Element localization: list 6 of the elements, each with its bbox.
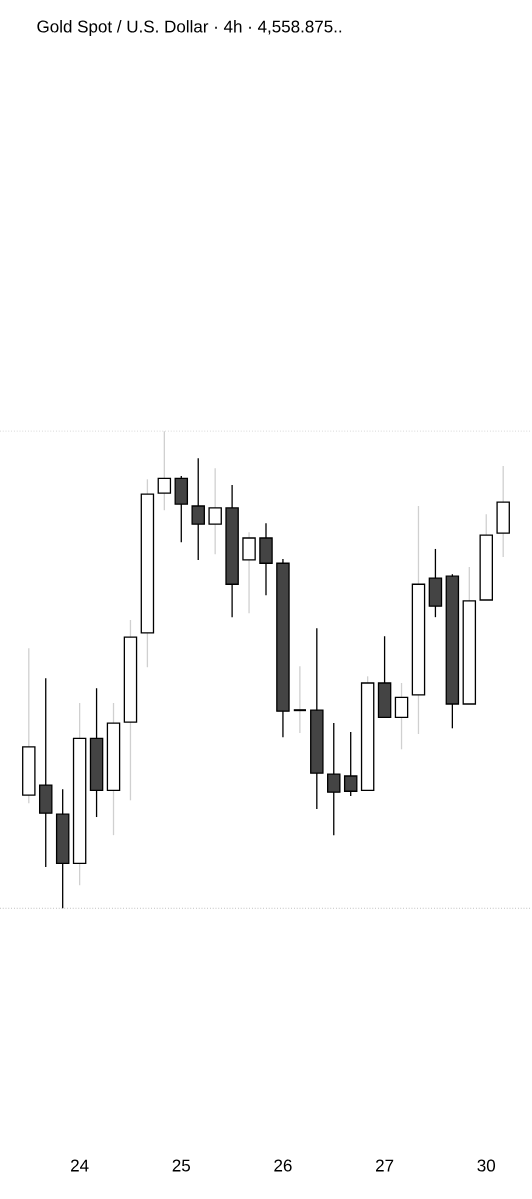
chart-title: Gold Spot / U.S. Dollar · 4h · 4,558.875.. bbox=[37, 20, 342, 36]
x-tick-label: 27 bbox=[376, 1159, 394, 1172]
x-tick-label: 25 bbox=[172, 1159, 191, 1172]
x-tick-label: 24 bbox=[71, 1159, 89, 1172]
x-tick-label: 30 bbox=[477, 1159, 496, 1172]
x-tick-label: 26 bbox=[274, 1159, 292, 1172]
